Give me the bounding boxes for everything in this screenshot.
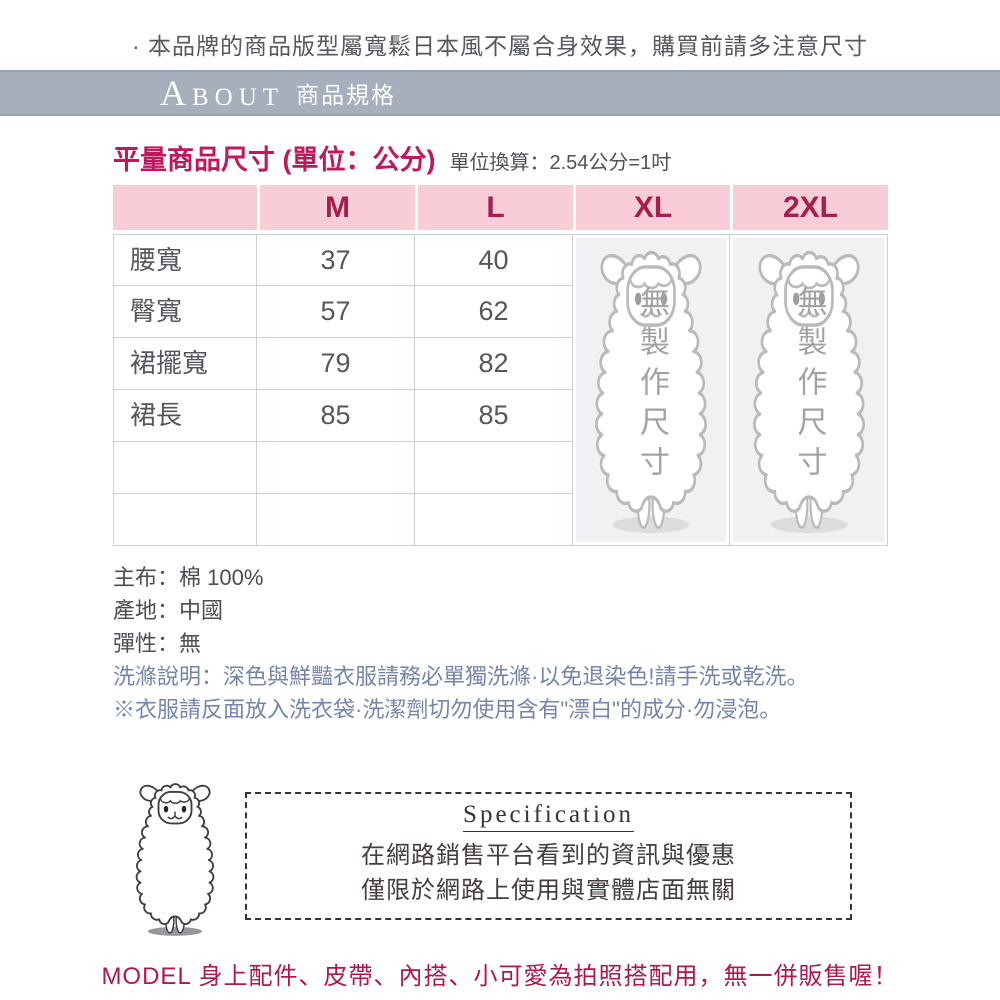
about-label-zh: 商品規格 bbox=[296, 82, 397, 108]
size-table-body: 無製作尺寸 無製作尺寸 腰寬 37 40 臀寬 57 62 裙擺寬 79 82 … bbox=[113, 234, 888, 546]
header-cell-l: L bbox=[415, 185, 573, 230]
about-label-en: ABOUT bbox=[160, 73, 285, 113]
specification-line: 在網路銷售平台看到的資訊與優惠 bbox=[361, 842, 736, 869]
header-cell-m: M bbox=[257, 185, 415, 230]
row-label: 裙擺寬 bbox=[113, 338, 257, 390]
header-cell-2xl: 2XL bbox=[730, 185, 888, 230]
row-label: 裙長 bbox=[113, 390, 257, 442]
row-label bbox=[113, 494, 257, 546]
origin-info: 產地：中國 bbox=[113, 598, 224, 623]
washing-note: ※衣服請反面放入洗衣袋·洗潔劑切勿使用含有"漂白"的成分·勿浸泡。 bbox=[113, 697, 782, 722]
elasticity-info: 彈性：無 bbox=[113, 631, 202, 656]
no-size-area: 無製作尺寸 bbox=[576, 238, 726, 542]
model-disclaimer: MODEL 身上配件、皮帶、內搭、小可愛為拍照搭配用，無一併販售喔！ bbox=[101, 963, 899, 990]
row-label: 臀寬 bbox=[113, 286, 257, 338]
specification-box: Specification 在網路銷售平台看到的資訊與優惠 僅限於網路上使用與實… bbox=[245, 792, 852, 920]
alpaca-mascot-illustration bbox=[130, 778, 220, 940]
about-section-header: ABOUT 商品規格 bbox=[0, 70, 1000, 116]
value-m: 57 bbox=[257, 286, 415, 338]
row-label bbox=[113, 442, 257, 494]
size-table: M L XL 2XL 無製作尺寸 無製作尺寸 腰寬 37 40 臀寬 bbox=[113, 185, 888, 546]
value-l: 40 bbox=[415, 234, 573, 286]
value-l: 82 bbox=[415, 338, 573, 390]
size-section-title: 平量商品尺寸 (單位：公分) bbox=[113, 145, 436, 175]
size-table-header: M L XL 2XL bbox=[113, 185, 888, 230]
product-info-block: 主布：棉 100% 產地：中國 彈性：無 洗滌說明：深色與鮮豔衣服請務必單獨洗滌… bbox=[113, 561, 808, 726]
value-l bbox=[415, 442, 573, 494]
value-m: 79 bbox=[257, 338, 415, 390]
no-size-area: 無製作尺寸 bbox=[733, 238, 884, 542]
no-size-label: 無製作尺寸 bbox=[635, 286, 668, 486]
no-size-cell-xl: 無製作尺寸 bbox=[573, 234, 730, 546]
fabric-info: 主布：棉 100% bbox=[113, 565, 264, 590]
value-m: 37 bbox=[257, 234, 415, 286]
value-m bbox=[257, 494, 415, 546]
specification-title: Specification bbox=[463, 801, 634, 832]
value-m: 85 bbox=[257, 390, 415, 442]
value-m bbox=[257, 442, 415, 494]
row-label: 腰寬 bbox=[113, 234, 257, 286]
alpaca-icon bbox=[135, 783, 215, 937]
sizing-notice: · 本品牌的商品版型屬寬鬆日本風不屬合身效果，購買前請多注意尺寸 bbox=[131, 33, 869, 59]
value-l: 62 bbox=[415, 286, 573, 338]
value-l bbox=[415, 494, 573, 546]
specification-line: 僅限於網路上使用與實體店面無關 bbox=[361, 877, 736, 904]
header-cell-xl: XL bbox=[573, 185, 730, 230]
size-section-title-row: 平量商品尺寸 (單位：公分) 單位換算：2.54公分=1吋 bbox=[113, 138, 671, 177]
no-size-cell-2xl: 無製作尺寸 bbox=[730, 234, 888, 546]
value-l: 85 bbox=[415, 390, 573, 442]
no-size-label: 無製作尺寸 bbox=[792, 286, 826, 486]
unit-conversion-note: 單位換算：2.54公分=1吋 bbox=[449, 152, 672, 174]
washing-instructions: 洗滌說明：深色與鮮豔衣服請務必單獨洗滌·以免退染色!請手洗或乾洗。 bbox=[113, 664, 809, 689]
header-cell-blank bbox=[113, 185, 257, 230]
